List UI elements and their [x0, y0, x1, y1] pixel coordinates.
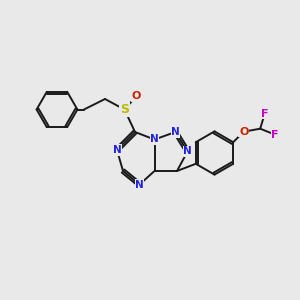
- Text: O: O: [239, 127, 248, 137]
- Text: N: N: [183, 146, 192, 157]
- Text: N: N: [112, 145, 122, 155]
- Text: N: N: [171, 127, 180, 137]
- Text: N: N: [150, 134, 159, 145]
- Text: F: F: [272, 130, 279, 140]
- Text: O: O: [132, 91, 141, 101]
- Text: N: N: [135, 179, 144, 190]
- Text: S: S: [120, 103, 129, 116]
- Text: F: F: [261, 109, 268, 119]
